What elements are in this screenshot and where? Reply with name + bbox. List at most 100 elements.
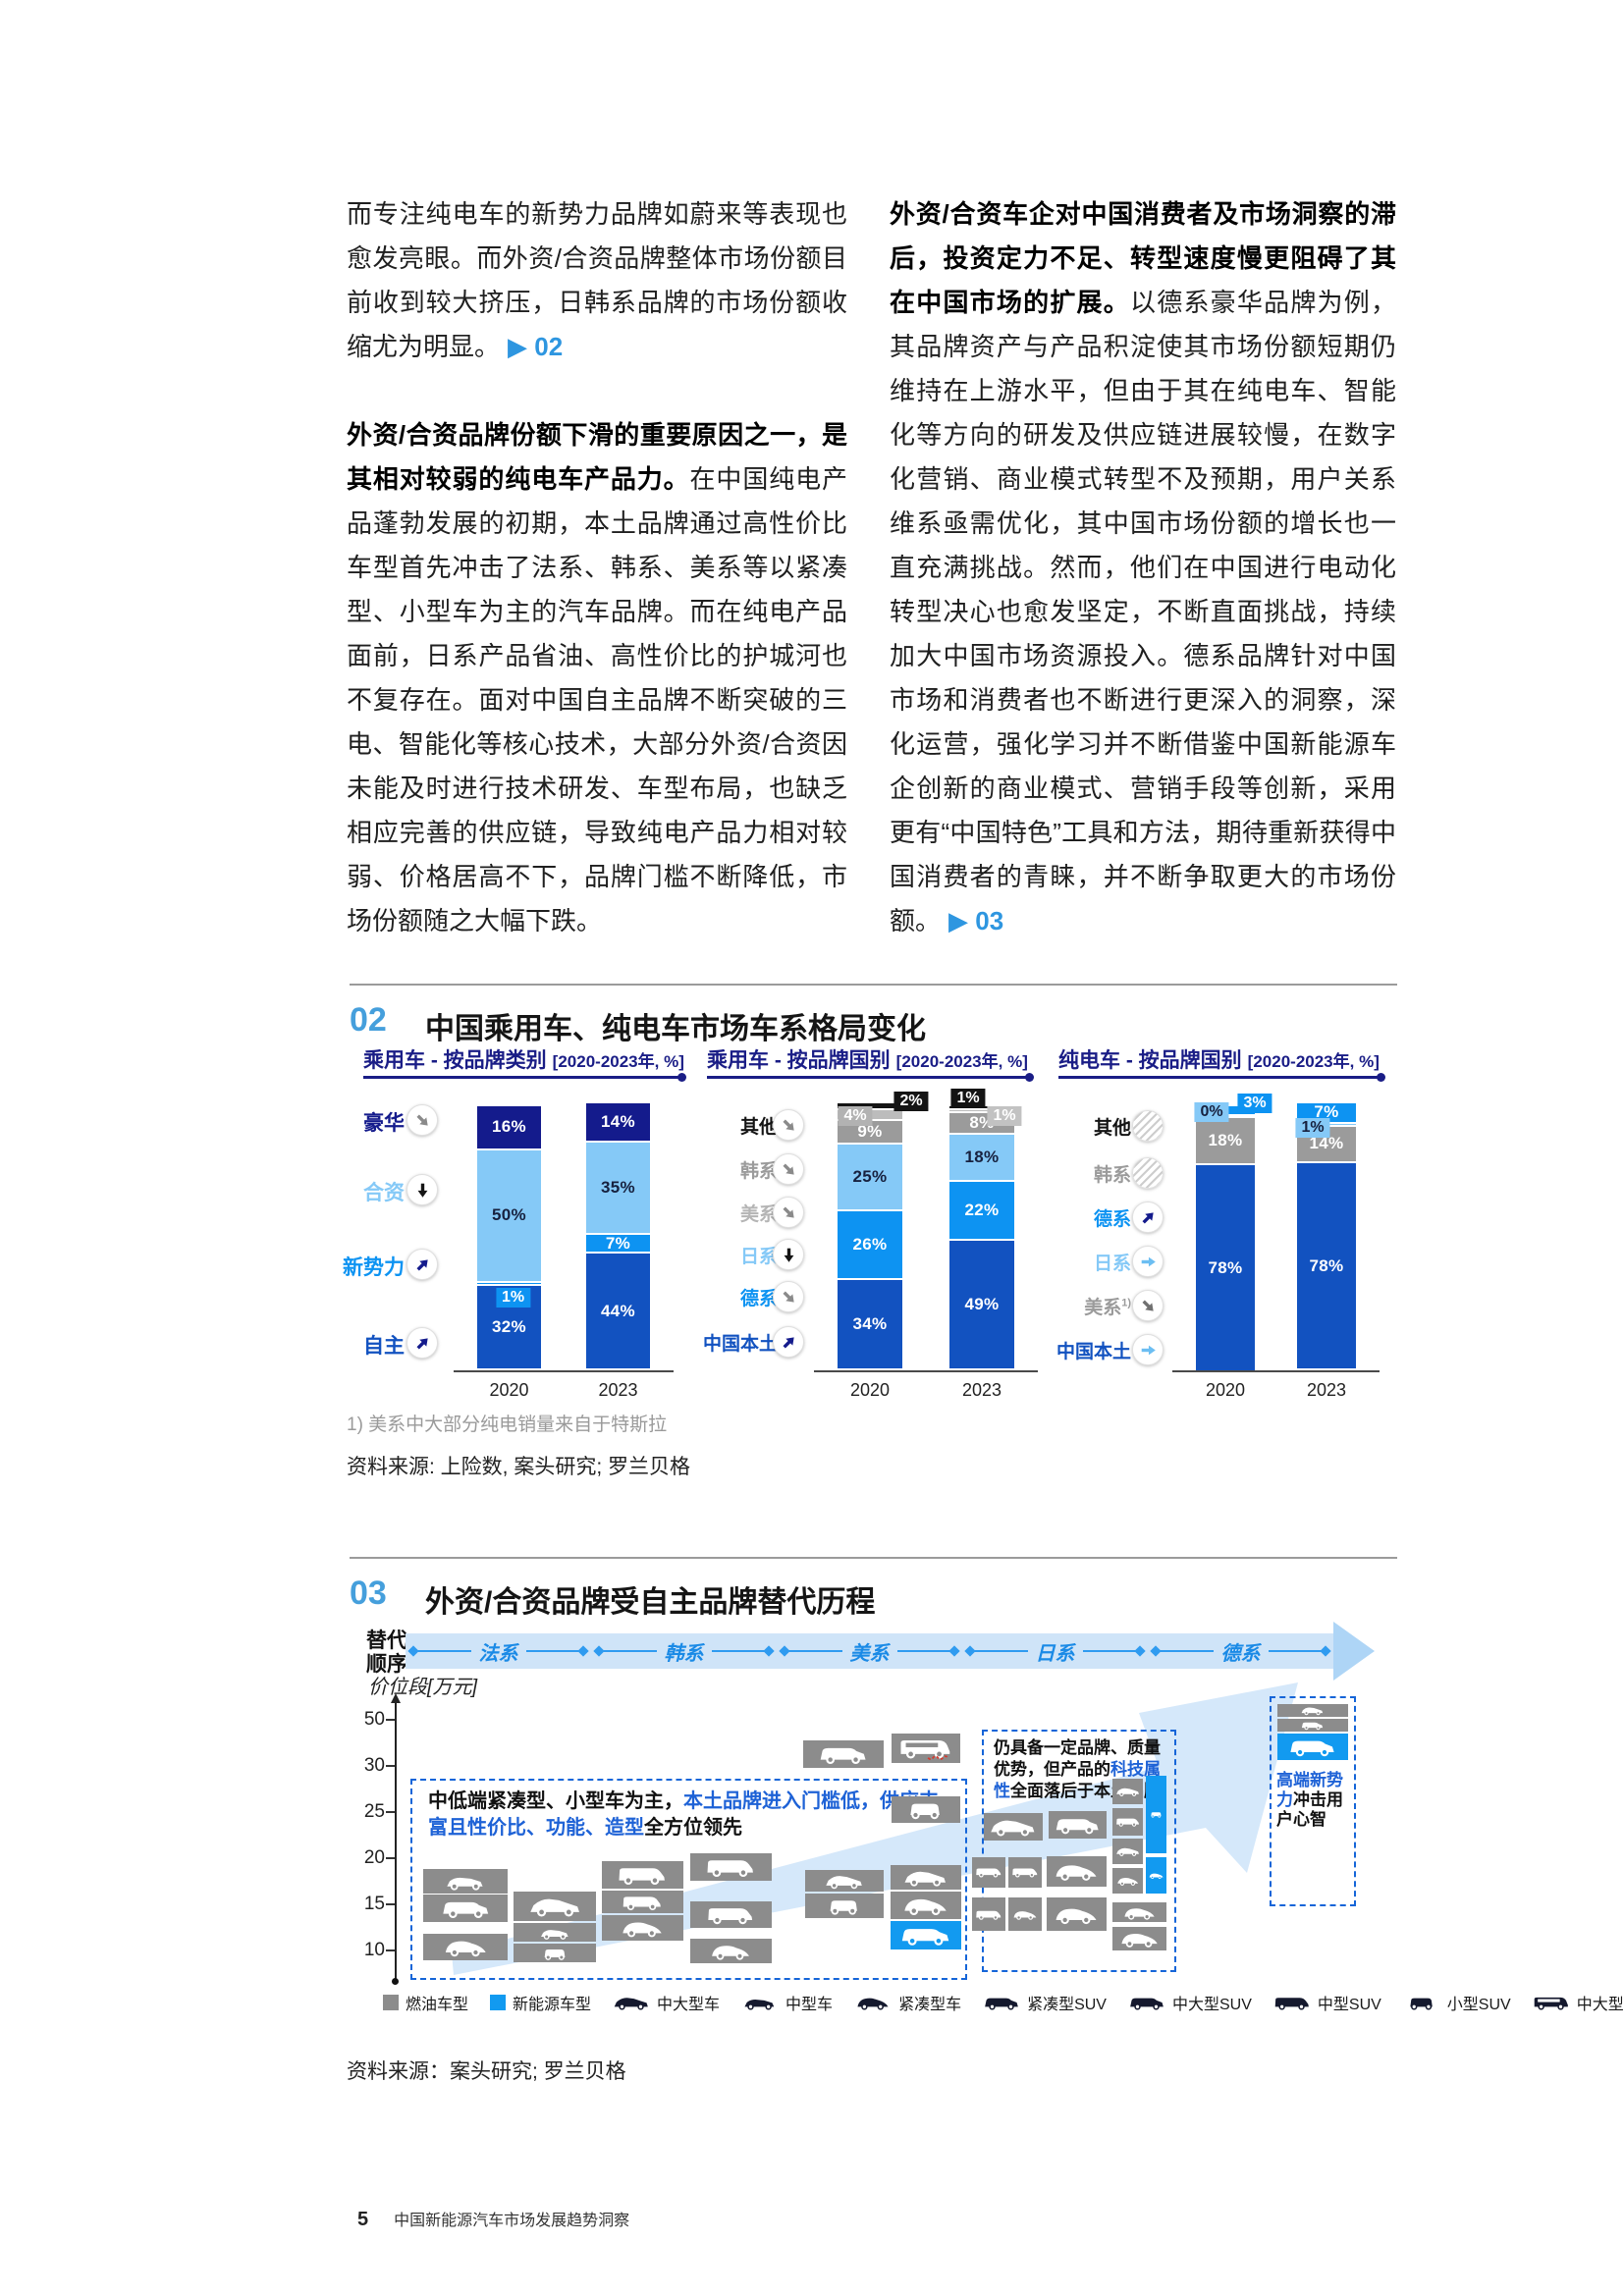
car-bus-icon <box>1533 1994 1570 2011</box>
ice-model-tile-van <box>972 1857 1005 1888</box>
legend-item-label: 中型SUV <box>1317 1997 1381 2013</box>
ice-model-tile-hatch <box>423 1869 508 1894</box>
car-smart-icon <box>1403 1994 1440 2011</box>
band-segment-法系: 法系 <box>406 1633 591 1669</box>
bar-value-label: 78% <box>1309 1255 1344 1275</box>
annotation-text: 中低端紧凑型、小型车为主， <box>428 1790 683 1812</box>
y-tick-mark <box>386 1765 395 1767</box>
diamond-icon <box>407 1645 419 1657</box>
band-arrowhead-icon <box>1333 1622 1375 1681</box>
car-beetle-icon <box>854 1994 892 2011</box>
ice-model-tile-smart <box>805 1894 884 1918</box>
bar-value-label: 32% <box>492 1316 526 1336</box>
legend-item-label: 中型车 <box>785 1997 834 2013</box>
band-segment-日系: 日系 <box>962 1633 1148 1669</box>
legend-item-label: 中大型车 <box>657 1997 721 2013</box>
y-tick-25: 25 <box>363 1801 385 1822</box>
x-axis <box>814 1370 1038 1372</box>
ice-model-tile-smart <box>892 1796 960 1823</box>
bar-value-label: 34% <box>852 1314 888 1334</box>
section03-title: 外资/合资品牌受自主品牌替代历程 <box>425 1586 876 1619</box>
bar-segment-韩系: 4% <box>838 1105 902 1126</box>
annotation-text: 仍具备一定品牌、质量优势，但产品的 <box>994 1738 1161 1779</box>
trend-ur-icon <box>1132 1201 1164 1233</box>
legend-item-label: 中大型MPV <box>1576 1997 1624 2013</box>
trend-dr-icon <box>773 1281 804 1312</box>
stacked-bar-2023: 7% 1% 14% 78% <box>1295 1102 1356 1368</box>
car-suv-icon <box>983 1994 1020 2011</box>
legend-item-中型车: 中型车 <box>741 1991 833 2014</box>
bar-value-label: 3% <box>1237 1093 1272 1113</box>
band-label-德系: 德系 <box>1220 1642 1261 1665</box>
page-number: 5 <box>357 2209 369 2230</box>
ice-model-tile-suv <box>423 1895 508 1922</box>
intro-left-column: 而专注纯电车的新势力品牌如蔚来等表现也愈发亮眼。而外资/合资品牌整体市场份额目前… <box>347 192 847 943</box>
trend-r-icon <box>1132 1334 1164 1365</box>
legend-label-日系: 日系 <box>739 1247 778 1267</box>
legend-item-label: 中大型SUV <box>1171 1997 1252 2013</box>
bar-segment-日系: 25% <box>838 1143 902 1209</box>
y-tick-30: 30 <box>363 1755 385 1776</box>
ice-model-tile-sedan <box>1277 1704 1348 1717</box>
bar-segment-中国本土: 34% <box>838 1278 902 1368</box>
figure-ref-03[interactable]: ▶ 03 <box>948 906 1004 935</box>
legend-label-德系: 德系 <box>739 1289 778 1309</box>
intro-p2-bold: 外资/合资品牌份额下滑的重要原因之一，是其相对较弱的纯电车产品力。 <box>347 420 847 494</box>
car-van-icon <box>1273 1994 1311 2011</box>
annotation-1: 中低端紧凑型、小型车为主，本土品牌进入门槛低，供应丰富且性价比、功能、造型全方位… <box>428 1789 950 1842</box>
ice-model-tile-beetle <box>1112 1902 1166 1922</box>
trend-ur-icon <box>406 1327 438 1359</box>
bar-segment-其他: 2% <box>838 1091 929 1111</box>
bar-value-label: 0% <box>1194 1101 1229 1122</box>
figure-ref-02[interactable]: ▶ 02 <box>508 332 564 361</box>
x-tick-2023: 2023 <box>1306 1380 1347 1400</box>
trend-dr-icon <box>406 1104 438 1136</box>
legend-label-其他: 其他 <box>739 1117 778 1138</box>
y-tick-10: 10 <box>363 1940 385 1960</box>
bar-value-label: 35% <box>601 1178 635 1198</box>
trend-hatch-icon <box>1132 1110 1164 1142</box>
bar-value-label: 1% <box>495 1288 531 1308</box>
bar-value-label: 7% <box>1314 1102 1339 1122</box>
legend-item-紧凑型车: 紧凑型车 <box>854 1991 961 2014</box>
bar-value-label: 14% <box>1309 1134 1344 1153</box>
price-axis-line <box>395 1702 397 1981</box>
bar-segment-豪华: 16% <box>477 1105 541 1148</box>
chart-title-1: 乘用车 - 按品牌类别 [2020-2023年, %] <box>363 1044 684 1074</box>
x-axis <box>1172 1370 1380 1372</box>
section02-divider <box>350 984 1397 986</box>
replacement-order-label: 替代 顺序 <box>366 1629 407 1676</box>
ice-model-tile-beetle <box>602 1915 683 1941</box>
legend-label-韩系: 韩系 <box>1093 1165 1131 1186</box>
intro-p3-bold: 外资/合资车企对中国消费者及市场洞察的滞后，投资定力不足、转型速度慢更阻碍了其在… <box>890 199 1396 317</box>
x-tick-2020: 2020 <box>489 1380 529 1400</box>
chart-title-text: 乘用车 - 按品牌类别 <box>363 1049 547 1072</box>
y-tick-15: 15 <box>363 1894 385 1914</box>
legend-item-中大型车: 中大型车 <box>613 1991 720 2014</box>
y-tick-mark <box>386 1811 395 1813</box>
legend-label-其他: 其他 <box>1093 1118 1131 1139</box>
band-line <box>1268 1650 1322 1652</box>
ice-model-tile-hatch <box>514 1923 596 1942</box>
legend-label-美系: 美系1) <box>1084 1297 1131 1318</box>
intro-p1-text: 而专注纯电车的新势力品牌如蔚来等表现也愈发亮眼。而外资/合资品牌整体市场份额目前… <box>347 199 847 361</box>
legend-item-中大型SUV: 中大型SUV <box>1128 1991 1252 2014</box>
nev-model-tile-suv <box>1277 1734 1348 1760</box>
ice-model-tile-bus <box>892 1734 960 1763</box>
page-footer: 5 中国新能源汽车市场发展趋势洞察 <box>357 2207 629 2231</box>
legend-label-自主: 自主 <box>363 1335 405 1358</box>
bar-segment-中国本土: 78% <box>1196 1163 1255 1370</box>
chart-title-underline <box>707 1073 1034 1082</box>
bar-value-label: 18% <box>1208 1131 1243 1150</box>
section02-title: 中国乘用车、纯电车市场车系格局变化 <box>425 1013 926 1045</box>
intro-paragraph-2: 外资/合资品牌份额下滑的重要原因之一，是其相对较弱的纯电车产品力。在中国纯电产品… <box>347 413 847 943</box>
annotation-text: 科技属性 <box>994 1760 1161 1800</box>
bar-value-label: 1% <box>987 1105 1022 1126</box>
legend-swatch <box>490 1995 507 2010</box>
legend-label-合资: 合资 <box>363 1182 405 1204</box>
phase-box-3 <box>1270 1696 1356 1906</box>
y-tick-20: 20 <box>363 1847 385 1868</box>
ice-model-tile-van <box>690 1901 772 1928</box>
legend-item-紧凑型SUV: 紧凑型SUV <box>983 1991 1107 2014</box>
